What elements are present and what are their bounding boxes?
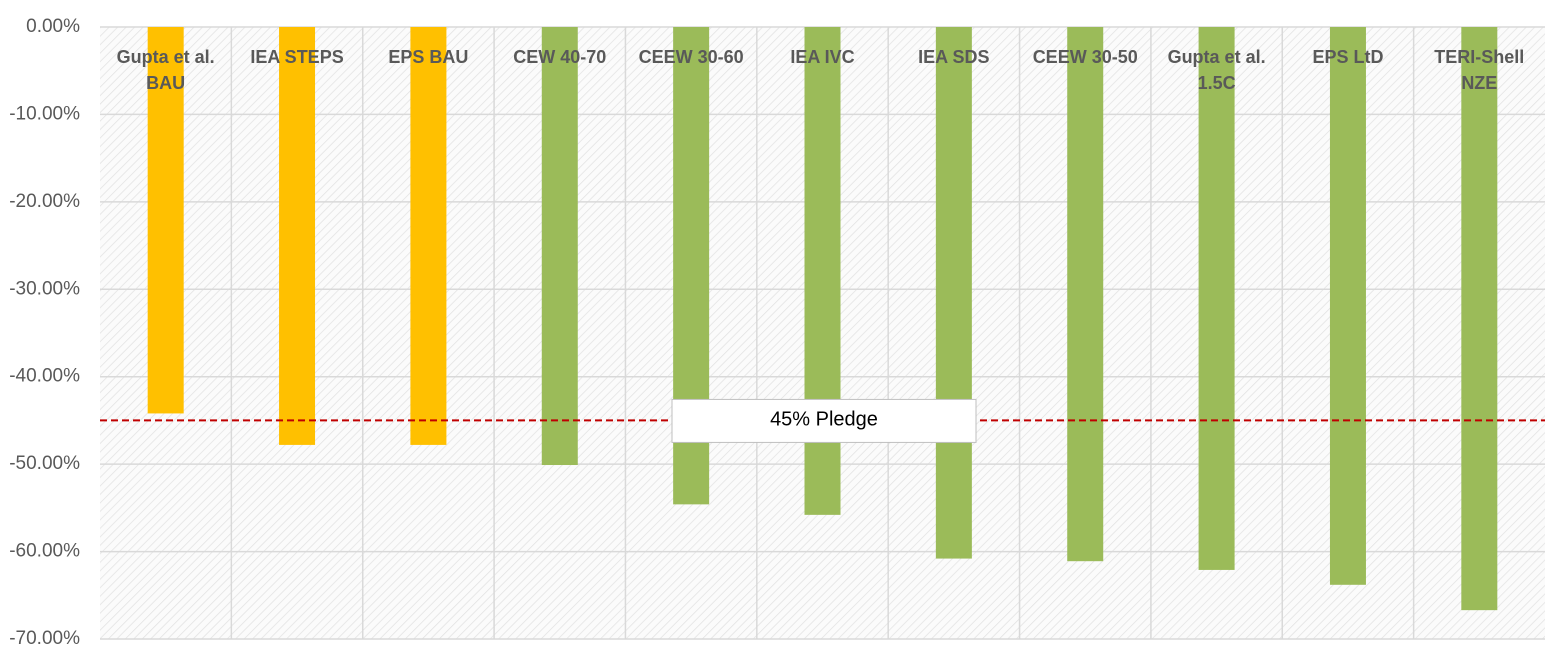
y-tick-label: -40.00% <box>9 366 80 387</box>
annotation-text: 45% Pledge <box>770 409 878 431</box>
bar <box>935 27 972 559</box>
x-tick-label: Gupta et al. BAU <box>116 47 215 93</box>
x-tick-label: IEA IVC <box>790 47 855 67</box>
x-tick-label: CEW 40-70 <box>513 47 607 67</box>
x-tick-label: IEA SDS <box>918 47 990 67</box>
annotation-box <box>671 398 977 443</box>
bar <box>1329 27 1366 585</box>
bar <box>147 27 184 414</box>
y-tick-label: -50.00% <box>9 453 80 474</box>
x-tick-label: TERI-Shell NZE <box>1434 47 1525 93</box>
x-tick-label: EPS LtD <box>1312 47 1384 67</box>
y-tick-label: 0.00% <box>26 16 80 37</box>
bar <box>410 27 447 445</box>
x-tick-label: CEEW 30-50 <box>1032 47 1138 67</box>
y-tick-label: -10.00% <box>9 103 80 124</box>
bar <box>541 27 578 466</box>
x-tick-label: Gupta et al. 1.5C <box>1167 47 1266 93</box>
y-tick-label: -60.00% <box>9 541 80 562</box>
x-tick-label: CEEW 30-60 <box>638 47 744 67</box>
x-tick-label: EPS BAU <box>388 47 469 67</box>
y-tick-label: -30.00% <box>9 278 80 299</box>
bar <box>1198 27 1235 570</box>
bar <box>1461 27 1498 611</box>
y-tick-label: -70.00% <box>9 628 80 649</box>
bar <box>1067 27 1104 562</box>
x-tick-label: IEA STEPS <box>250 47 344 67</box>
bar <box>279 27 316 445</box>
y-tick-label: -20.00% <box>9 191 80 212</box>
